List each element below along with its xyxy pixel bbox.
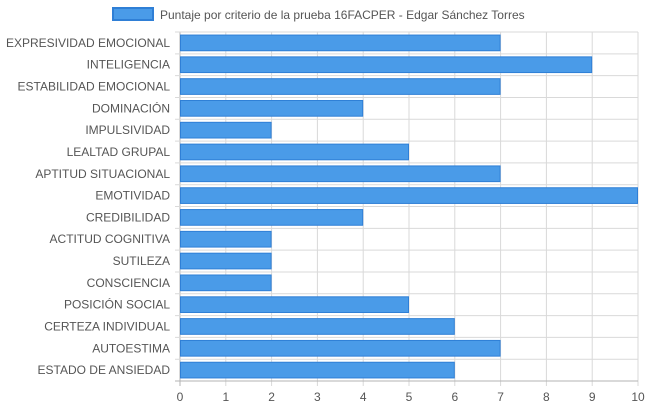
- bar[interactable]: [180, 252, 272, 270]
- legend-swatch: [112, 7, 154, 21]
- category-labels: EXPRESIVIDAD EMOCIONAL INTELIGENCIA ESTABI…: [6, 36, 170, 377]
- bar[interactable]: [180, 230, 272, 248]
- bar[interactable]: [180, 165, 501, 183]
- x-tick-label: 7: [497, 390, 504, 404]
- x-tick-label: 9: [589, 390, 596, 404]
- category-label: ACTITUD COGNITIVA: [50, 232, 170, 246]
- x-tick-label: 6: [451, 390, 458, 404]
- category-label: ESTABILIDAD EMOCIONAL: [18, 80, 171, 94]
- category-label: IMPULSIVIDAD: [85, 123, 170, 137]
- bar[interactable]: [180, 318, 455, 335]
- bar[interactable]: [180, 296, 409, 314]
- category-label: CERTEZA INDIVIDUAL: [44, 319, 170, 333]
- category-label: POSICIÓN SOCIAL: [64, 297, 170, 312]
- bar[interactable]: [180, 209, 364, 226]
- category-label: EMOTIVIDAD: [95, 189, 170, 203]
- x-tick-labels: 0 1 2 3 4 5 6 7 8 9 10: [177, 390, 645, 404]
- bar[interactable]: [180, 339, 501, 357]
- category-label: DOMINACIÓN: [92, 100, 170, 115]
- x-tick-label: 10: [631, 390, 645, 404]
- bar[interactable]: [180, 34, 501, 52]
- category-label: APTITUD SITUACIONAL: [35, 167, 170, 181]
- x-tick-label: 2: [268, 390, 275, 404]
- category-label: ESTADO DE ANSIEDAD: [38, 363, 171, 377]
- bar[interactable]: [180, 78, 501, 95]
- category-label: LEALTAD GRUPAL: [67, 145, 171, 159]
- bar[interactable]: [180, 274, 272, 292]
- bar[interactable]: [180, 143, 409, 161]
- category-label: INTELIGENCIA: [87, 58, 170, 72]
- x-tick-label: 8: [543, 390, 550, 404]
- x-tick-label: 5: [406, 390, 413, 404]
- category-label: CONSCIENCIA: [87, 276, 170, 290]
- x-tick-label: 3: [314, 390, 321, 404]
- category-label: SUTILEZA: [113, 254, 170, 268]
- legend-label: Puntaje por criterio de la prueba 16FACP…: [160, 8, 525, 22]
- bar[interactable]: [180, 56, 593, 74]
- bars: [180, 34, 638, 379]
- x-tick-label: 4: [360, 390, 367, 404]
- category-label: AUTOESTIMA: [92, 341, 170, 355]
- category-label: EXPRESIVIDAD EMOCIONAL: [6, 36, 170, 50]
- x-tick-label: 1: [222, 390, 229, 404]
- category-label: CREDIBILIDAD: [86, 210, 170, 224]
- bar[interactable]: [180, 121, 272, 139]
- bar[interactable]: [180, 99, 364, 117]
- bar[interactable]: [180, 361, 455, 379]
- bar[interactable]: [180, 187, 638, 204]
- x-tick-label: 0: [177, 390, 184, 404]
- legend[interactable]: Puntaje por criterio de la prueba 16FACP…: [112, 7, 525, 22]
